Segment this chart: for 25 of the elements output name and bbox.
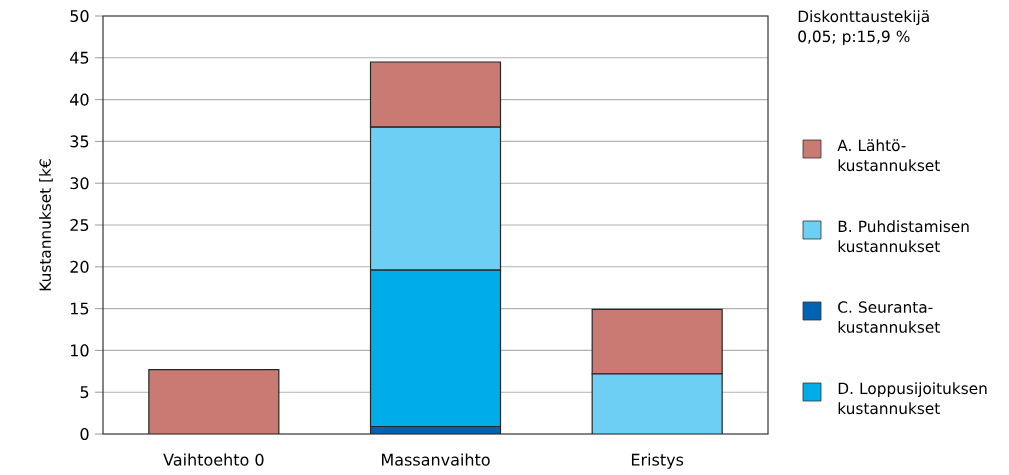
y-tick-label: 0 <box>80 427 89 441</box>
y-tick-label: 15 <box>71 302 89 315</box>
y-axis-title: Kustannukset [k€ <box>39 159 53 291</box>
y-tick-label: 35 <box>70 135 89 148</box>
bar <box>148 369 280 435</box>
text: Diskonttaustekijä 0,05; p:15,9 % <box>798 10 929 46</box>
y-tick-label: 10 <box>71 344 89 357</box>
y-tick-label: 25 <box>70 218 89 232</box>
y-tick-label: 5 <box>80 386 89 399</box>
legend-label: B. Puhdistamisen kustannukset <box>838 220 969 253</box>
y-tick-label: 50 <box>70 9 89 23</box>
legend-label: A. Lähtö-kustannukset <box>837 139 940 172</box>
y-tick-label: 40 <box>70 93 89 106</box>
y-tick-label: 30 <box>70 177 89 190</box>
legend-label: C. Seuranta-kustannukset <box>838 301 940 333</box>
y-tick-label: 45 <box>70 51 89 64</box>
bar <box>369 126 502 271</box>
bar <box>591 373 723 435</box>
y-tick-label: 20 <box>70 260 89 273</box>
legend-label: D. Loppusijoituksen kustannukset <box>838 382 987 415</box>
x-tick-label: Vaihtoehto 0 <box>163 453 264 466</box>
bar <box>591 308 723 375</box>
bar <box>369 61 502 128</box>
x-tick-label: Eristys <box>631 453 684 469</box>
x-tick-label: Massanvaihto <box>382 453 490 466</box>
